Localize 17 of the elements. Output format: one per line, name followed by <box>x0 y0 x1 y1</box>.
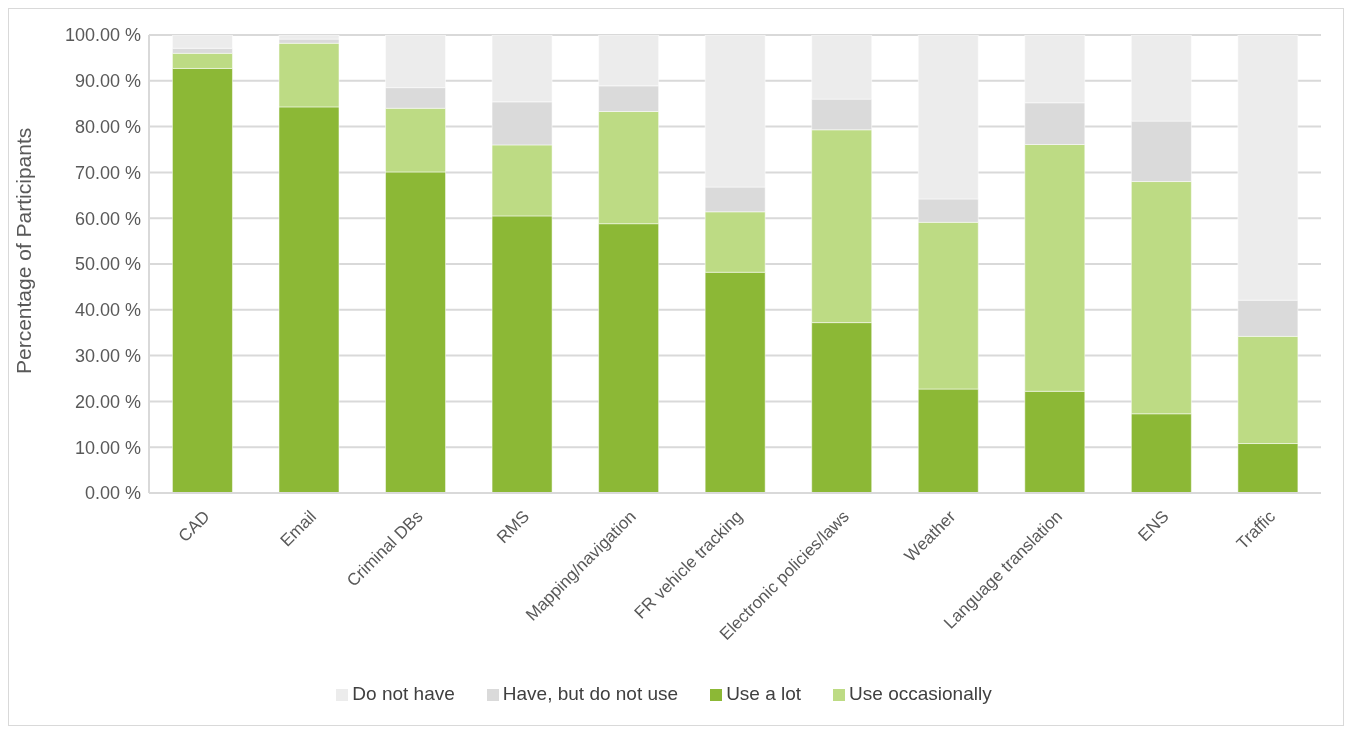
y-tick-label: 10.00 % <box>74 437 141 458</box>
y-tick-label: 70.00 % <box>74 162 141 183</box>
y-axis-title: Percentage of Participants <box>12 127 36 374</box>
y-tick-label: 60.00 % <box>74 208 141 229</box>
legend-label: Do not have <box>352 683 455 704</box>
y-tick-label: 20.00 % <box>74 391 141 412</box>
y-tick-label: 90.00 % <box>74 71 141 92</box>
y-tick-label: 0.00 % <box>84 483 141 504</box>
legend-label: Use a lot <box>726 683 802 704</box>
y-tick-label: 40.00 % <box>74 300 141 321</box>
legend-label: Use occasionally <box>849 683 992 704</box>
y-tick-label: 100.00 % <box>64 25 141 46</box>
y-tick-label: 50.00 % <box>74 254 141 275</box>
y-tick-label: 30.00 % <box>74 345 141 366</box>
y-tick-label: 80.00 % <box>74 116 141 137</box>
legend-label: Have, but do not use <box>502 683 679 704</box>
bar <box>278 35 340 40</box>
